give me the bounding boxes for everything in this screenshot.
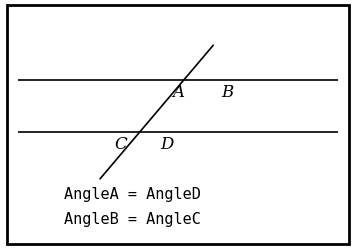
Text: B: B — [222, 84, 234, 101]
Text: A: A — [172, 84, 184, 101]
Text: D: D — [161, 136, 174, 153]
Text: AngleB = AngleC: AngleB = AngleC — [64, 212, 201, 227]
Text: C: C — [115, 136, 127, 153]
Text: AngleA = AngleD: AngleA = AngleD — [64, 187, 201, 202]
